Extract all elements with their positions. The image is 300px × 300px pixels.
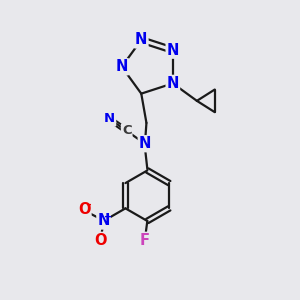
Text: N: N [135, 32, 148, 47]
Text: +: + [104, 212, 112, 222]
Text: N: N [98, 214, 110, 229]
Text: F: F [140, 233, 149, 248]
Text: N: N [139, 136, 151, 151]
Text: N: N [167, 76, 179, 91]
Text: N: N [167, 43, 179, 58]
Text: C: C [122, 124, 131, 137]
Text: -: - [86, 200, 91, 210]
Text: N: N [104, 112, 115, 125]
Text: O: O [78, 202, 91, 217]
Text: O: O [94, 233, 107, 248]
Text: N: N [116, 59, 128, 74]
